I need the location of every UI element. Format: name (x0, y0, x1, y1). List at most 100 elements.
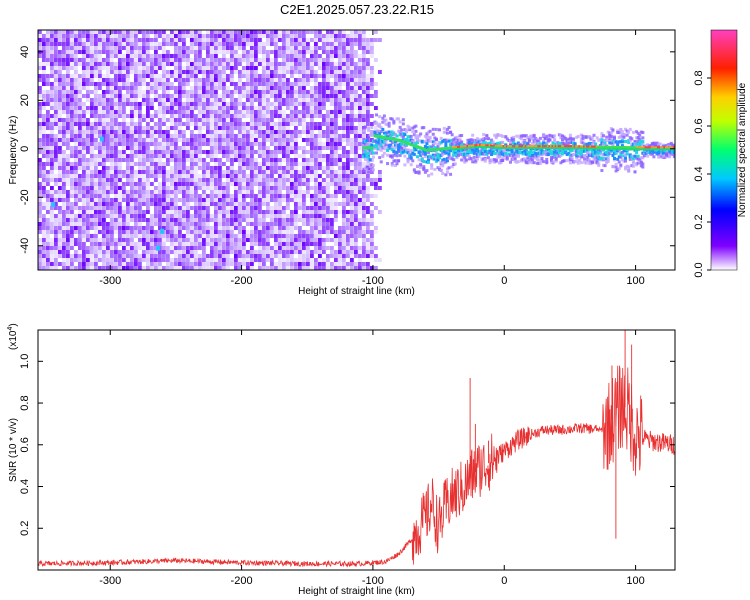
heatmap-cell (166, 230, 170, 234)
heatmap-cell (286, 58, 290, 62)
heatmap-cell (98, 214, 102, 218)
heatmap-cell (202, 166, 206, 170)
heatmap-cell (234, 122, 238, 126)
heatmap-cell (226, 178, 230, 182)
heatmap-cell (78, 130, 82, 134)
heatmap-cell (342, 110, 346, 114)
heatmap-cell (362, 250, 366, 254)
heatmap-cell (246, 138, 250, 142)
heatmap-cell (42, 242, 46, 246)
heatmap-cell (174, 98, 178, 102)
heatmap-cell (54, 90, 58, 94)
heatmap-cell (314, 174, 318, 178)
heatmap-cell (266, 94, 270, 98)
heatmap-cell (350, 158, 354, 162)
heatmap-cell (94, 258, 98, 262)
heatmap-cell (70, 202, 74, 206)
heatmap-cell (238, 130, 242, 134)
heatmap-cell (154, 198, 158, 202)
heatmap-cell (404, 150, 408, 154)
heatmap-cell (302, 234, 306, 238)
heatmap-cell (54, 146, 58, 150)
heatmap-cell (238, 258, 242, 262)
heatmap-cell (126, 166, 130, 170)
heatmap-cell (250, 150, 254, 154)
heatmap-cell (174, 234, 178, 238)
heatmap-cell (142, 30, 146, 34)
heatmap-cell (186, 202, 190, 206)
heatmap-cell (314, 230, 318, 234)
heatmap-cell (170, 134, 174, 138)
heatmap-cell (326, 110, 330, 114)
heatmap-cell (122, 86, 126, 90)
heatmap-cell (375, 121, 379, 125)
heatmap-cell (182, 42, 186, 46)
heatmap-cell (362, 94, 366, 98)
heatmap-cell (166, 198, 170, 202)
heatmap-cell (258, 250, 262, 254)
heatmap-cell (342, 202, 346, 206)
heatmap-cell (310, 146, 314, 150)
heatmap-cell (118, 162, 122, 166)
heatmap-cell (166, 190, 170, 194)
heatmap-cell (86, 138, 90, 142)
heatmap-cell (190, 46, 194, 50)
heatmap-cell (126, 146, 130, 150)
heatmap-cell (134, 202, 138, 206)
heatmap-cell (46, 218, 50, 222)
heatmap-cell (198, 146, 202, 150)
heatmap-cell (238, 186, 242, 190)
heatmap-cell (278, 230, 282, 234)
heatmap-cell (322, 182, 326, 186)
heatmap-cell (350, 150, 354, 154)
heatmap-cell (174, 190, 178, 194)
heatmap-cell (262, 54, 266, 58)
heatmap-cell (178, 74, 182, 78)
heatmap-cell (318, 218, 322, 222)
heatmap-cell (278, 170, 282, 174)
heatmap-cell (106, 258, 110, 262)
heatmap-cell (382, 114, 386, 118)
heatmap-cell (158, 262, 162, 266)
heatmap-cell (210, 238, 214, 242)
heatmap-cell (370, 163, 374, 167)
heatmap-cell (38, 230, 42, 234)
heatmap-cell (242, 134, 246, 138)
heatmap-cell (314, 134, 318, 138)
heatmap-cell (66, 210, 70, 214)
heatmap-cell (126, 214, 130, 218)
heatmap-cell (346, 182, 350, 186)
heatmap-cell (322, 238, 326, 242)
heatmap-cell (114, 118, 118, 122)
heatmap-cell (282, 138, 286, 142)
heatmap-cell (198, 50, 202, 54)
heatmap-cell (270, 258, 274, 262)
heatmap-cell (250, 94, 254, 98)
heatmap-cell (90, 194, 94, 198)
heatmap-cell (42, 54, 46, 58)
heatmap-cell (150, 174, 154, 178)
heatmap-cell (198, 230, 202, 234)
heatmap-cell (206, 70, 210, 74)
heatmap-cell (198, 238, 202, 242)
heatmap-cell (250, 174, 254, 178)
heatmap-cell (42, 138, 46, 142)
heatmap-cell (390, 163, 394, 167)
heatmap-cell (326, 142, 330, 146)
heatmap-cell (374, 186, 378, 190)
heatmap-cell (238, 174, 242, 178)
heatmap-cell (122, 34, 126, 38)
heatmap-cell (198, 66, 202, 70)
heatmap-cell (310, 210, 314, 214)
heatmap-cell (194, 102, 198, 106)
heatmap-cell (270, 106, 274, 110)
heatmap-cell (46, 182, 50, 186)
heatmap-cell (74, 218, 78, 222)
heatmap-cell (202, 150, 206, 154)
heatmap-cell (334, 38, 338, 42)
heatmap-cell (114, 42, 118, 46)
heatmap-cell (254, 38, 258, 42)
heatmap-cell (162, 122, 166, 126)
heatmap-cell (373, 122, 377, 126)
heatmap-cell (338, 250, 342, 254)
